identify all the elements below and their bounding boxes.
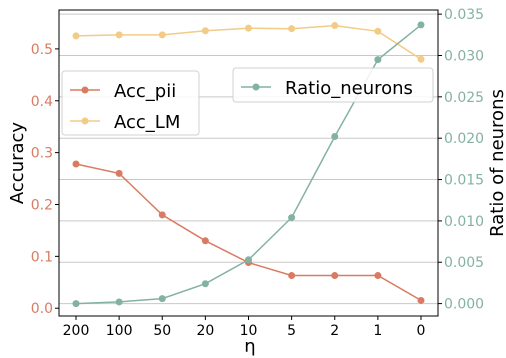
right-y-tick-label: 0.025 — [444, 90, 484, 106]
x-tick-label: 5 — [287, 323, 296, 339]
x-tick-label: 2 — [330, 323, 339, 339]
legend-accuracy: Acc_pii Acc_LM — [61, 70, 200, 136]
data-point-acc-pii — [158, 211, 166, 219]
data-point-acc-pii — [201, 237, 209, 245]
x-tick-label: 50 — [153, 323, 171, 339]
data-point-ratio-neurons — [288, 214, 296, 222]
legend-label: Ratio_neurons — [285, 78, 413, 99]
x-tick-label: 10 — [240, 323, 258, 339]
data-point-acc-pii — [115, 169, 123, 177]
right-y-tick-label: 0.005 — [444, 255, 484, 271]
left-y-tick-label: 0.4 — [31, 94, 53, 110]
x-tick-label: 200 — [63, 323, 90, 339]
x-tick-label: 1 — [373, 323, 382, 339]
legend-swatch-marker — [81, 86, 89, 94]
data-point-ratio-neurons — [201, 280, 209, 288]
legend-box — [61, 70, 200, 136]
data-point-acc-lm — [331, 22, 339, 30]
data-point-ratio-neurons — [245, 256, 252, 264]
right-y-tick-label: 0.030 — [444, 48, 484, 64]
left-y-tick-label: 0.0 — [31, 301, 53, 317]
data-point-acc-lm — [417, 55, 425, 63]
data-point-ratio-neurons — [374, 56, 382, 64]
right-y-tick-label: 0.035 — [444, 7, 484, 23]
data-point-ratio-neurons — [72, 300, 80, 308]
left-y-axis: 0.0 0.1 0.2 0.3 0.4 0.5 — [31, 42, 59, 317]
data-point-acc-lm — [115, 31, 123, 39]
data-point-acc-pii — [374, 272, 382, 280]
x-tick-label: 100 — [106, 323, 133, 339]
series-line-acc-pii — [75, 163, 422, 302]
legend-label: Acc_LM — [114, 112, 180, 133]
data-point-acc-pii — [288, 272, 296, 280]
right-y-tick-label: 0.020 — [444, 131, 484, 147]
right-y-tick-label: 0.010 — [444, 214, 484, 230]
data-point-acc-lm — [201, 27, 209, 35]
right-y-tick-label: 0.015 — [444, 173, 484, 189]
data-point-ratio-neurons — [115, 298, 123, 306]
data-point-ratio-neurons — [158, 295, 166, 303]
legend-box — [232, 67, 434, 103]
legend-ratio: Ratio_neurons — [232, 67, 434, 103]
data-point-acc-lm — [158, 31, 166, 39]
left-y-axis-label: Accuracy — [7, 122, 28, 205]
data-point-acc-pii — [331, 272, 339, 280]
data-point-acc-lm — [374, 27, 382, 35]
legend-swatch-marker — [252, 83, 260, 91]
right-y-axis-label: Ratio of neurons — [487, 89, 506, 237]
series-layer — [72, 21, 425, 308]
left-y-tick-label: 0.1 — [31, 249, 53, 265]
data-point-acc-pii — [72, 160, 80, 168]
left-y-tick-label: 0.3 — [31, 146, 53, 162]
x-axis-label: η — [244, 336, 255, 357]
data-point-acc-lm — [288, 25, 296, 33]
data-point-ratio-neurons — [331, 133, 339, 141]
data-point-acc-pii — [417, 296, 425, 304]
legend-swatch-marker — [81, 117, 89, 125]
data-point-acc-lm — [245, 24, 252, 32]
left-y-tick-label: 0.5 — [31, 42, 53, 58]
x-axis: 200 100 50 20 10 5 2 1 0 — [63, 316, 426, 339]
legend-label: Acc_pii — [114, 81, 176, 102]
right-y-tick-label: 0.000 — [444, 297, 484, 313]
x-tick-label: 0 — [417, 323, 426, 339]
x-tick-label: 20 — [196, 323, 214, 339]
left-y-tick-label: 0.2 — [31, 197, 53, 213]
data-point-ratio-neurons — [417, 21, 425, 29]
data-point-acc-lm — [72, 32, 80, 40]
right-y-axis: 0.000 0.005 0.010 0.015 0.020 0.025 0.030 0.035 — [438, 7, 484, 313]
